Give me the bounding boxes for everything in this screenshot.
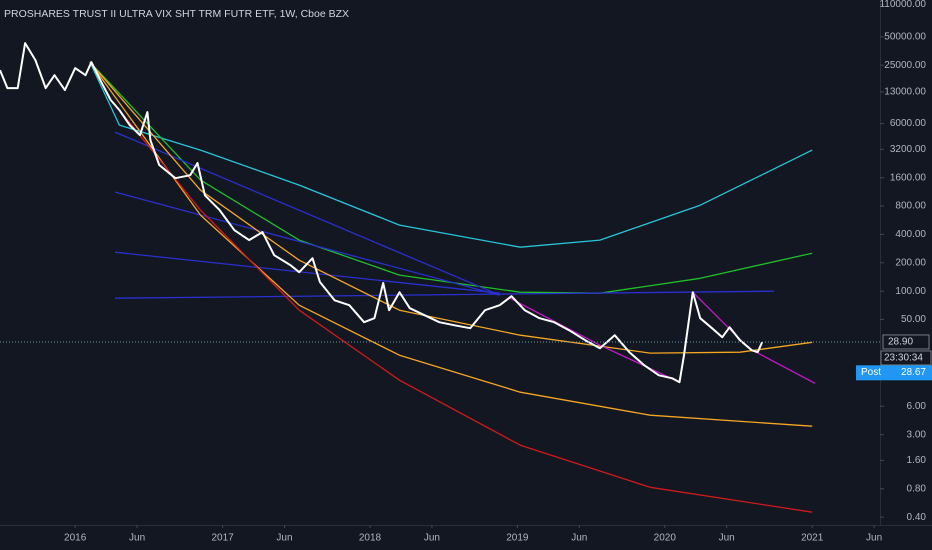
y-tick-label: 50000.00 <box>884 31 926 42</box>
y-tick-label: 200.00 <box>895 257 926 268</box>
x-tick-label: 2020 <box>654 533 677 544</box>
series-line <box>89 61 813 248</box>
y-tick-label: 100.00 <box>895 286 926 297</box>
x-tick-label: Jun <box>424 533 440 544</box>
y-tick-label: 50.00 <box>901 314 926 325</box>
series-line <box>114 131 500 296</box>
x-tick-label: Jun <box>129 533 145 544</box>
series-line <box>89 61 813 427</box>
x-tick-label: 2021 <box>801 533 824 544</box>
y-tick-label: 3200.00 <box>890 144 927 155</box>
countdown-box <box>880 350 932 366</box>
y-tick-label: 0.80 <box>907 483 927 494</box>
y-tick-label: 13000.00 <box>884 87 926 98</box>
x-tick-label: Jun <box>571 533 587 544</box>
y-tick-label: 800.00 <box>895 201 926 212</box>
y-tick-label: 1.60 <box>907 455 927 466</box>
y-tick-label: 6000.00 <box>890 118 927 129</box>
x-tick-label: 2016 <box>64 533 87 544</box>
x-tick-label: 2018 <box>359 533 382 544</box>
price-label-box <box>882 334 930 350</box>
price-label: 28.90 <box>888 337 913 348</box>
series-line <box>89 61 813 354</box>
y-tick-label: 110000.00 <box>879 0 926 10</box>
post-value: 28.67 <box>901 367 926 378</box>
series-line <box>114 251 500 294</box>
x-tick-label: Jun <box>866 533 882 544</box>
y-tick-label: 25000.00 <box>884 60 926 71</box>
y-tick-label: 3.00 <box>907 429 927 440</box>
y-tick-label: 400.00 <box>895 229 926 240</box>
x-tick-label: Jun <box>276 533 292 544</box>
post-label: Post <box>861 367 881 378</box>
x-tick-label: 2019 <box>506 533 529 544</box>
y-tick-label: 0.40 <box>907 512 927 523</box>
series-line <box>89 61 813 294</box>
post-box <box>856 365 932 381</box>
series-line <box>0 42 764 384</box>
y-tick-label: 6.00 <box>907 401 927 412</box>
x-tick-label: 2017 <box>211 533 234 544</box>
chart-title: PROSHARES TRUST II ULTRA VIX SHT TRM FUT… <box>4 8 349 20</box>
series-line <box>114 290 774 299</box>
series-line <box>114 191 500 296</box>
countdown: 23:30:34 <box>884 353 923 364</box>
y-tick-label: 1600.00 <box>890 172 927 183</box>
x-tick-label: Jun <box>719 533 735 544</box>
series-line <box>509 297 680 383</box>
series-line <box>118 109 813 513</box>
